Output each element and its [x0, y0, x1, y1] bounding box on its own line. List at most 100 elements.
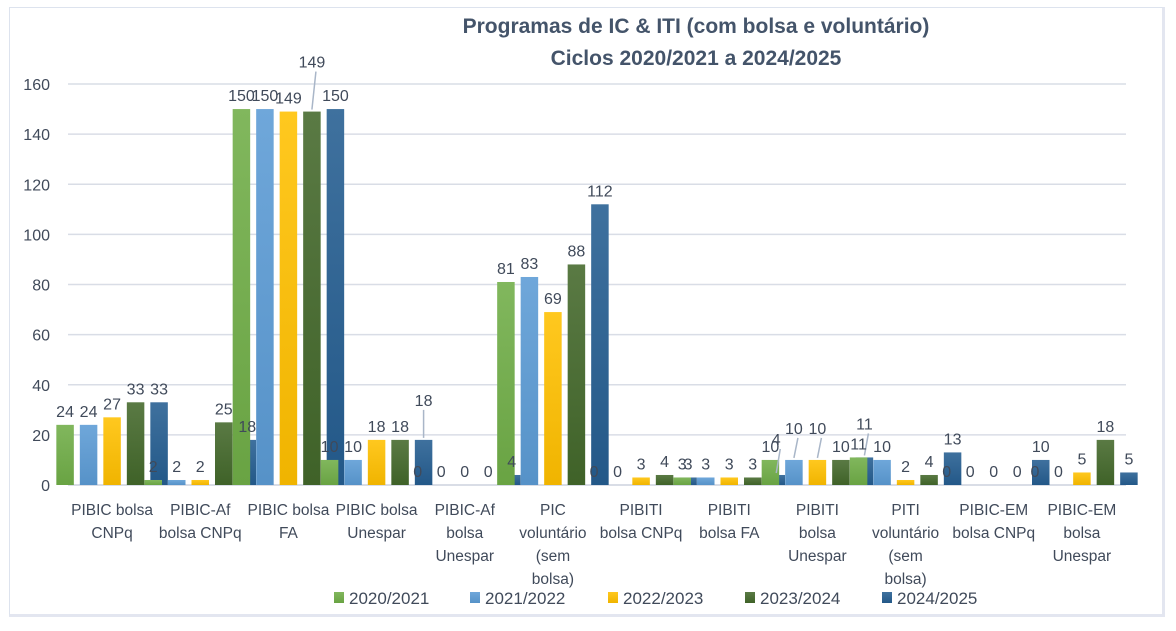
data-label: 5 [1077, 451, 1086, 468]
data-label: 88 [568, 243, 586, 260]
data-label: 150 [228, 88, 255, 105]
data-label: 10 [809, 421, 827, 438]
bar [303, 111, 321, 485]
data-label: 4 [507, 454, 516, 471]
data-label: 0 [437, 464, 446, 481]
bar [1032, 459, 1050, 485]
data-label: 24 [80, 404, 98, 421]
data-label: 27 [103, 396, 121, 413]
data-label: 149 [275, 91, 302, 108]
legend-swatch [470, 592, 480, 603]
leader-line [863, 433, 870, 456]
bar [567, 264, 586, 485]
bar [544, 312, 562, 485]
leader-line [775, 448, 781, 474]
y-tick-label: 80 [32, 278, 50, 295]
legend-item: 2020/2021 [334, 589, 429, 608]
legend-label: 2024/2025 [897, 589, 977, 608]
y-tick-label: 140 [23, 127, 50, 144]
bar [720, 477, 738, 485]
bar [232, 109, 251, 485]
bar [79, 424, 98, 485]
bar [103, 417, 121, 485]
data-label: 18 [415, 393, 433, 410]
data-label: 2 [172, 459, 181, 476]
bar [367, 439, 386, 485]
data-label: 3 [684, 456, 693, 473]
data-label: 3 [748, 456, 757, 473]
chart-title: Programas de IC & ITI (com bolsa e volun… [463, 15, 930, 38]
data-label: 2 [196, 459, 205, 476]
bar [849, 457, 868, 485]
data-label: 0 [1013, 464, 1022, 481]
x-tick-label: PIBITI bolsa CNPq [600, 502, 683, 542]
y-tick-label: 40 [32, 378, 50, 395]
y-tick-label: 60 [32, 328, 50, 345]
legend-label: 2020/2021 [349, 589, 429, 608]
bar [697, 477, 715, 485]
bar [191, 479, 209, 485]
data-label: 10 [785, 421, 803, 438]
data-label: 4 [925, 454, 934, 471]
x-tick-label: PIBIC bolsa CNPq [71, 502, 153, 542]
data-label: 81 [497, 261, 515, 278]
data-label: 0 [484, 464, 493, 481]
data-label: 10 [1032, 439, 1050, 456]
data-label: 10 [832, 439, 850, 456]
data-label: 3 [678, 456, 687, 473]
legend: 2020/2021 2021/2022 2022/2023 2023/2024 2024… [334, 589, 977, 608]
x-tick-label: PITI voluntário (sem bolsa) [872, 502, 939, 588]
data-label: 25 [215, 401, 233, 418]
bar [1120, 472, 1138, 485]
data-label: 0 [460, 464, 469, 481]
bar [785, 459, 803, 485]
data-label: 0 [1054, 464, 1063, 481]
x-tick-label: PIBIC bolsa Unespar [336, 502, 418, 542]
bar [150, 402, 168, 485]
data-label: 3 [637, 456, 646, 473]
data-label: 3 [701, 456, 710, 473]
data-label: 11 [856, 416, 873, 433]
bar [256, 109, 274, 485]
chart-subtitle: Ciclos 2020/2021 a 2024/2025 [551, 47, 842, 70]
data-label: 2 [149, 459, 158, 476]
bar [414, 439, 433, 485]
data-label: 24 [56, 404, 74, 421]
bar [144, 479, 162, 485]
legend-swatch [745, 592, 755, 603]
bar [673, 477, 691, 485]
legend-label: 2023/2024 [760, 589, 840, 608]
data-label: 83 [521, 256, 539, 273]
x-tick-label: PIBIC-Af bolsa Unespar [435, 502, 496, 565]
legend-label: 2021/2022 [485, 589, 565, 608]
data-label: 0 [413, 464, 422, 481]
legend-swatch [608, 592, 618, 603]
bar [1073, 472, 1091, 485]
data-label: 10 [762, 439, 780, 456]
bar [655, 474, 674, 485]
data-label: 2 [901, 459, 910, 476]
legend-item: 2021/2022 [470, 589, 565, 608]
bar [168, 479, 186, 485]
y-tick-label: 20 [32, 428, 50, 445]
data-label: 4 [660, 454, 669, 471]
x-tick-label: PIBITI bolsa FA [699, 502, 760, 542]
data-label: 10 [321, 439, 339, 456]
legend-item: 2022/2023 [608, 589, 703, 608]
data-label: 0 [590, 464, 599, 481]
bar [215, 422, 233, 485]
y-tick-label: 120 [23, 177, 50, 194]
x-tick-label: PIBIC-EM bolsa Unespar [1047, 502, 1116, 565]
bar [344, 459, 362, 485]
y-tick-label: 0 [41, 478, 50, 495]
data-label: 150 [322, 88, 349, 105]
data-label: 69 [544, 291, 562, 308]
legend-swatch [334, 592, 344, 603]
bar [632, 477, 650, 485]
bar [326, 109, 345, 485]
x-tick-label: PIBIC-Af bolsa CNPq [159, 502, 242, 542]
data-label: 0 [942, 464, 951, 481]
